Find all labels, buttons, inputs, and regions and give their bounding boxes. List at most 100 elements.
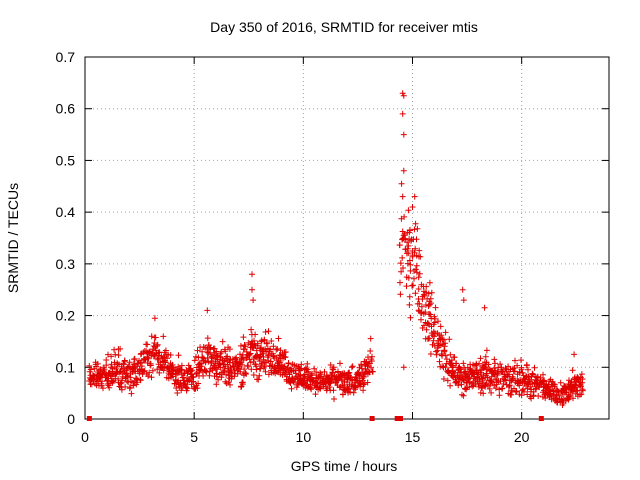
data-point [460,360,467,367]
data-point [249,271,255,278]
data-point [118,386,125,393]
data-point [277,347,284,354]
data-point [359,377,366,384]
data-point [264,339,271,346]
data-point [200,372,207,379]
data-point [267,346,273,353]
data-point [237,351,243,358]
data-point [460,392,467,399]
data-point [466,384,473,391]
data-point [520,386,527,393]
data-point [407,314,414,321]
data-point [237,368,244,375]
data-point [128,390,135,397]
data-point [225,379,232,386]
data-point [257,345,263,352]
data-point [398,180,405,187]
data-point [401,213,408,220]
data-point [274,345,281,352]
data-point [491,356,498,363]
data-point [233,354,240,361]
data-point [574,387,581,394]
data-point [191,357,198,364]
data-point [162,359,169,365]
data-point-zero [369,416,375,421]
data-point [400,131,407,138]
data-point [303,369,310,376]
data-point [173,385,180,391]
data-point [148,333,155,340]
data-point-zero [538,416,544,421]
data-point [463,380,470,386]
data-point [154,341,161,348]
data-point [447,382,454,389]
y-tick-label: 0.6 [56,101,76,117]
data-point [414,225,421,232]
data-point [534,373,541,380]
data-point [356,372,363,379]
data-point [531,364,538,371]
data-point [144,341,151,348]
data-point [511,385,517,392]
y-tick-label: 0 [67,411,75,427]
data-point [513,388,520,395]
data-point [118,377,125,384]
data-point [510,375,517,382]
data-point [409,282,415,289]
data-point [368,358,375,364]
data-point [270,343,277,350]
data-point [100,385,106,392]
data-point [130,382,137,389]
data-point [154,343,161,349]
data-point [442,364,449,371]
data-point [330,364,337,371]
chart-title: Day 350 of 2016, SRMTID for receiver mti… [210,19,478,35]
data-point [553,386,560,392]
data-point [127,384,134,391]
data-point [120,361,127,368]
data-point [427,351,434,357]
data-point [349,363,356,370]
data-point [405,274,412,281]
data-point [219,338,226,345]
data-point [87,366,94,373]
data-point [399,110,406,117]
data-point [266,362,273,369]
data-point [224,353,231,360]
data-point [399,254,406,261]
data-point [405,250,412,257]
data-point [321,368,328,375]
data-point [106,384,113,391]
data-point [511,368,518,375]
data-point [416,247,423,254]
data-point [214,366,221,373]
data-point [554,399,561,406]
data-point [204,307,211,314]
y-tick-labels: 0 0.1 0.2 0.3 0.4 0.5 0.6 0.7 [56,49,76,427]
data-point [499,385,506,392]
data-point [418,316,424,323]
data-point [479,375,485,382]
data-point [140,368,147,375]
data-point [477,355,484,362]
data-point [122,383,129,390]
data-point [413,262,420,269]
data-point [258,338,265,345]
data-point [256,372,263,379]
data-point [108,353,115,360]
data-point [483,370,490,377]
data-point [418,303,425,310]
y-tick-label: 0.1 [56,359,76,375]
data-point [556,392,563,399]
data-point [442,352,449,359]
data-point [413,269,420,276]
data-point [94,360,101,367]
data-point [169,361,176,368]
data-point [496,386,503,393]
data-point [412,245,419,252]
data-point [509,376,516,383]
data-point [103,362,110,369]
data-point [397,291,404,298]
data-point [573,388,580,394]
